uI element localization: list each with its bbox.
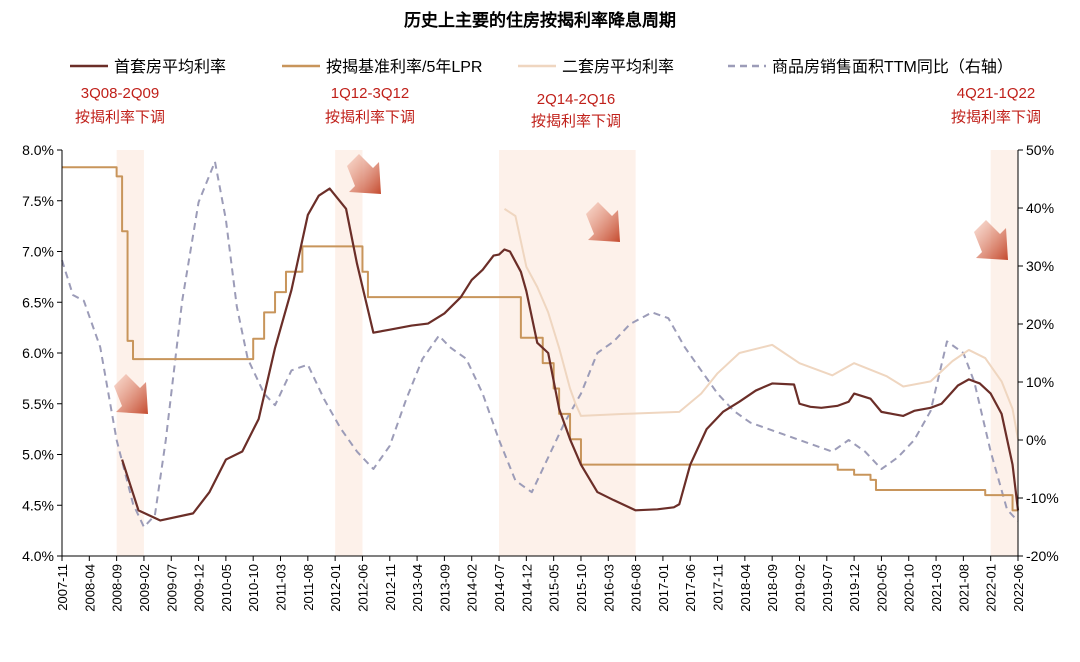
- x-tick-label: 2018-09: [765, 564, 780, 612]
- left-tick-label: 6.5%: [22, 294, 54, 310]
- x-tick-label: 2022-01: [984, 564, 999, 612]
- x-tick-label: 2018-04: [738, 564, 753, 612]
- down-arrow-icon: [586, 202, 620, 242]
- down-arrow-icon: [347, 154, 381, 194]
- x-tick-label: 2009-02: [137, 564, 152, 612]
- x-tick-label: 2021-08: [956, 564, 971, 612]
- x-tick-label: 2009-07: [164, 564, 179, 612]
- x-tick-label: 2008-04: [82, 564, 97, 612]
- right-tick-label: 0%: [1026, 432, 1046, 448]
- legend-label: 商品房销售面积TTM同比（右轴）: [772, 58, 1013, 76]
- period-sublabel: 按揭利率下调: [531, 113, 621, 130]
- down-arrow-icon: [974, 220, 1008, 260]
- x-tick-label: 2007-11: [55, 564, 70, 611]
- x-tick-label: 2013-09: [437, 564, 452, 612]
- series-group: [61, 160, 1020, 528]
- period-label: 3Q08-2Q09: [81, 85, 159, 102]
- period-label: 4Q21-1Q22: [957, 85, 1035, 102]
- right-tick-label: 30%: [1026, 258, 1054, 274]
- x-tick-label: 2013-04: [410, 564, 425, 612]
- x-tick-label: 2016-03: [601, 564, 616, 612]
- x-tick-label: 2015-10: [574, 564, 589, 612]
- right-tick-label: -10%: [1026, 490, 1059, 506]
- right-tick-label: 20%: [1026, 316, 1054, 332]
- series-line: [61, 160, 1019, 528]
- shaded-period: [990, 150, 1018, 556]
- x-tick-label: 2020-10: [902, 564, 917, 612]
- period-label: 1Q12-3Q12: [331, 85, 409, 102]
- x-tick-label: 2015-05: [547, 564, 562, 612]
- x-tick-label: 2012-06: [355, 564, 370, 612]
- legend-label: 二套房平均利率: [562, 58, 674, 76]
- x-tick-label: 2008-09: [110, 564, 125, 612]
- left-tick-label: 7.0%: [22, 244, 54, 260]
- series-line: [62, 166, 1018, 512]
- x-tick-label: 2019-12: [847, 564, 862, 612]
- left-tick-label: 4.5%: [22, 497, 54, 513]
- x-tick-label: 2009-12: [192, 564, 207, 612]
- shaded-period: [116, 150, 144, 556]
- left-tick-label: 4.0%: [22, 548, 54, 564]
- x-tick-label: 2014-07: [492, 564, 507, 612]
- right-tick-label: 10%: [1026, 374, 1054, 390]
- legend-label: 首套房平均利率: [114, 58, 226, 76]
- x-tick-label: 2016-08: [629, 564, 644, 612]
- left-tick-label: 5.5%: [22, 396, 54, 412]
- period-sublabel: 按揭利率下调: [325, 109, 415, 126]
- legend: 首套房平均利率 按揭基准利率/5年LPR 二套房平均利率 商品房销售面积TTM同比（右…: [70, 58, 1013, 76]
- x-tick-label: 2014-12: [519, 564, 534, 612]
- period-sublabel: 按揭利率下调: [951, 109, 1041, 126]
- series-line: [121, 187, 1020, 522]
- x-tick-label: 2017-11: [711, 564, 726, 611]
- left-tick-label: 8.0%: [22, 142, 54, 158]
- period-sublabel: 按揭利率下调: [75, 109, 165, 126]
- left-tick-label: 6.0%: [22, 345, 54, 361]
- right-tick-label: 40%: [1026, 200, 1054, 216]
- shaded-period: [499, 150, 636, 556]
- left-tick-label: 7.5%: [22, 193, 54, 209]
- left-tick-label: 5.0%: [22, 447, 54, 463]
- legend-label: 按揭基准利率/5年LPR: [326, 58, 482, 76]
- x-tick-label: 2021-03: [929, 564, 944, 612]
- x-tick-label: 2019-02: [792, 564, 807, 612]
- x-tick-label: 2010-10: [246, 564, 261, 612]
- x-tick-label: 2019-07: [820, 564, 835, 612]
- down-arrow-icon: [114, 374, 148, 414]
- x-tick-label: 2017-01: [656, 564, 671, 612]
- x-tick-label: 2010-05: [219, 564, 234, 612]
- x-tick-label: 2014-02: [465, 564, 480, 612]
- right-tick-label: -20%: [1026, 548, 1059, 564]
- right-tick-label: 50%: [1026, 142, 1054, 158]
- x-tick-label: 2011-08: [301, 564, 316, 611]
- axes: 4.0% 4.5% 5.0% 5.5% 6.0% 6.5% 7.0% 7.5% 8.0% -20%…: [22, 142, 1059, 612]
- x-tick-label: 2012-01: [328, 564, 343, 612]
- chart-title: 历史上主要的住房按揭利率降息周期: [404, 10, 676, 30]
- x-tick-label: 2012-11: [383, 564, 398, 611]
- x-tick-label: 2017-06: [683, 564, 698, 612]
- x-tick-label: 2022-06: [1011, 564, 1026, 612]
- period-label: 2Q14-2Q16: [537, 91, 615, 108]
- x-tick-label: 2020-05: [874, 564, 889, 612]
- shaded-period: [335, 150, 363, 556]
- series-line: [503, 208, 1019, 440]
- shaded-periods: 3Q08-2Q09 按揭利率下调 1Q12-3Q12 按揭利率下调 2Q14-2Q16 按…: [75, 85, 1041, 556]
- x-tick-label: 2011-03: [274, 564, 289, 611]
